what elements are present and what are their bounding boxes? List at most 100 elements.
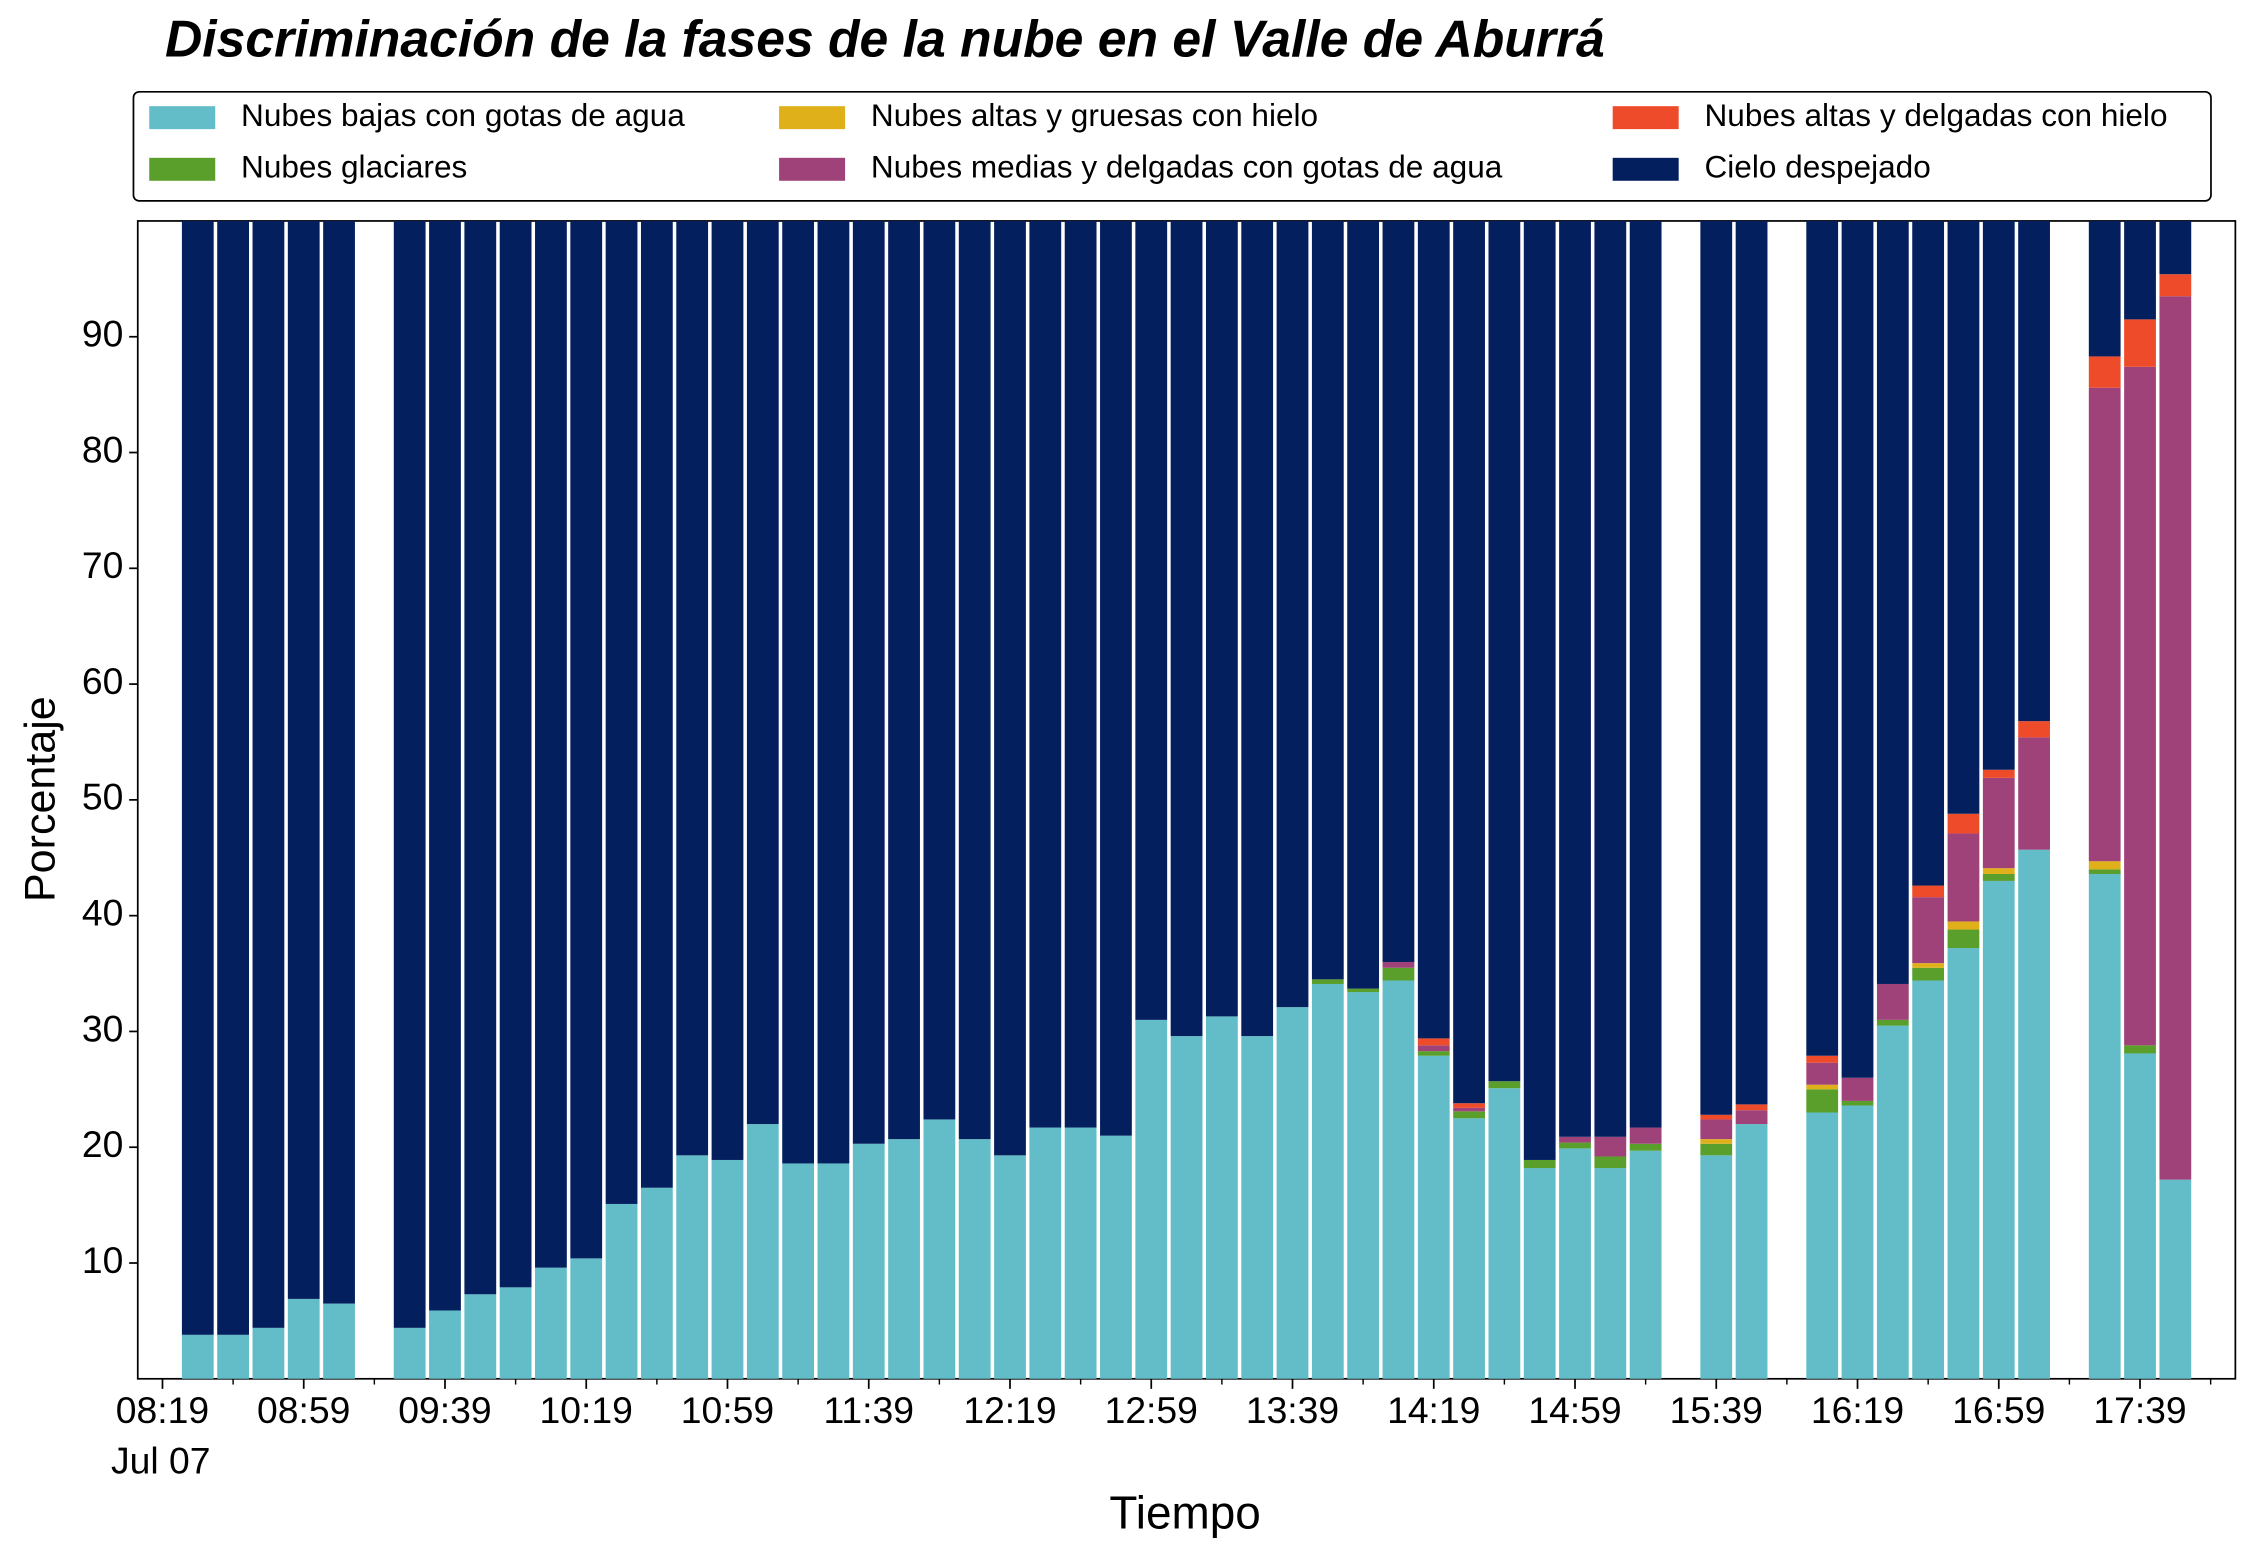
bar-segment (1453, 220, 1485, 1104)
bar-segment (1311, 220, 1344, 980)
bar-segment (1205, 220, 1238, 1017)
legend-box (132, 90, 2212, 202)
bar-segment (782, 1163, 815, 1379)
bar-segment (1947, 948, 1980, 1379)
bar-segment (217, 1334, 249, 1379)
bar-segment (1982, 220, 2015, 770)
bar-segment (1523, 1159, 1556, 1169)
legend-swatch (149, 106, 216, 130)
bar-segment (1629, 1127, 1662, 1144)
y-tick-label: 10 (82, 1239, 123, 1281)
bar-segment (181, 220, 214, 1335)
bar-segment (1311, 983, 1344, 1379)
bar-segment (2124, 1045, 2156, 1054)
bar-segment (2159, 296, 2192, 1180)
bar-segment (1947, 220, 1980, 814)
bar-segment (535, 220, 567, 1268)
bar-segment (1347, 988, 1380, 993)
bar-segment (1382, 980, 1415, 1379)
x-tick-label: 09:39 (398, 1389, 491, 1431)
bar-segment (287, 220, 320, 1299)
y-axis-label: Porcentaje (16, 696, 64, 902)
bar-segment (1594, 1156, 1627, 1169)
bar-segment (1453, 1111, 1485, 1119)
bar-segment (535, 1267, 567, 1379)
x-tick-label: 14:59 (1528, 1389, 1621, 1431)
y-tick-label: 20 (82, 1123, 123, 1165)
bar-segment (1453, 1107, 1485, 1112)
bar-segment (1382, 220, 1415, 962)
bar-segment (1241, 1036, 1274, 1379)
bar-segment (1064, 220, 1097, 1128)
bar-segment (1029, 1127, 1062, 1379)
bar-segment (888, 220, 920, 1140)
legend-swatch (1612, 106, 1679, 130)
bar-segment (1488, 1081, 1521, 1089)
bar-segment (1594, 220, 1627, 1137)
bar-segment (2088, 869, 2121, 874)
bar-segment (252, 1327, 285, 1379)
bar-segment (2124, 220, 2156, 320)
bar-segment (1417, 220, 1450, 1039)
bar-segment (923, 1119, 956, 1379)
bar-segment (1523, 220, 1556, 1160)
x-tick-label: 13:39 (1246, 1389, 1339, 1431)
bar-segment (1417, 1051, 1450, 1056)
bar-segment (1559, 1148, 1591, 1379)
x-tick-label: 17:39 (2093, 1389, 2186, 1431)
bar-segment (464, 1294, 497, 1379)
bar-segment (1947, 813, 1980, 834)
x-tick-label: 10:19 (540, 1389, 633, 1431)
bar-segment (852, 1143, 885, 1379)
bar-segment (676, 1155, 709, 1379)
bar-segment (1806, 220, 1839, 1056)
bar-segment (746, 220, 779, 1125)
bar-segment (1700, 1119, 1733, 1140)
bar-segment (2018, 849, 2050, 1379)
bar-segment (1064, 1127, 1097, 1379)
bar-segment (746, 1124, 779, 1379)
x-tick-label: 16:19 (1811, 1389, 1904, 1431)
bar-segment (2088, 873, 2121, 1379)
bar-segment (1559, 220, 1591, 1137)
bar-segment (499, 1287, 532, 1379)
bar-segment (393, 220, 426, 1328)
y-tick-label: 50 (82, 776, 123, 818)
bar-segment (1241, 220, 1274, 1037)
bar-segment (817, 1163, 850, 1379)
bar-segment (1841, 1077, 1874, 1101)
bar-segment (1876, 1025, 1909, 1379)
bar-segment (1700, 1155, 1733, 1379)
x-tick-label: 16:59 (1952, 1389, 2045, 1431)
bar-segment (2124, 366, 2156, 1046)
bar-segment (1982, 880, 2015, 1379)
bar-segment (252, 220, 285, 1328)
bar-segment (711, 1159, 744, 1379)
bar-segment (2088, 387, 2121, 862)
legend-label: Nubes bajas con gotas de agua (241, 97, 685, 133)
bar-segment (499, 220, 532, 1288)
bar-segment (1806, 1062, 1839, 1085)
bar-segment (1806, 1084, 1839, 1090)
bar-segment (2159, 274, 2192, 297)
bar-segment (1594, 1168, 1627, 1379)
legend-swatch (1612, 157, 1679, 181)
bar-segment (287, 1298, 320, 1379)
x-tick-label: 14:19 (1387, 1389, 1480, 1431)
bar-segment (2124, 319, 2156, 367)
bar-segment (640, 1187, 673, 1379)
bar-segment (1170, 220, 1203, 1037)
bar-segment (1382, 967, 1415, 981)
bar-segment (1841, 220, 1874, 1078)
bar-segment (2018, 721, 2050, 738)
bar-segment (1135, 220, 1168, 1020)
bar-segment (1876, 1019, 1909, 1026)
bar-segment (1841, 1105, 1874, 1379)
bar-segment (2018, 220, 2050, 722)
bar-segment (1982, 873, 2015, 881)
bar-segment (1488, 1088, 1521, 1379)
bar-segment (1629, 220, 1662, 1128)
bar-segment (2159, 1179, 2192, 1379)
bar-segment (1488, 220, 1521, 1082)
bar-segment (1735, 1104, 1768, 1111)
